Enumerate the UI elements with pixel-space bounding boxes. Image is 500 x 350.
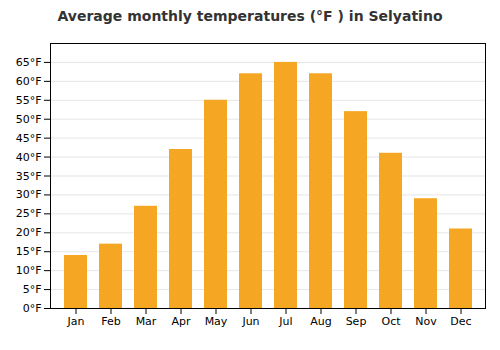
- svg-text:Nov: Nov: [415, 315, 437, 328]
- html-text:Average monthly temperatures (: Average monthly temperatures (°F ) in Se…: [57, 8, 443, 24]
- svg-text:45°F: 45°F: [16, 132, 42, 145]
- svg-text:0°F: 0°F: [23, 302, 42, 315]
- svg-text:10°F: 10°F: [16, 264, 42, 277]
- svg-text:Dec: Dec: [450, 315, 471, 328]
- svg-text:Jan: Jan: [67, 315, 85, 328]
- svg-text:Sep: Sep: [346, 315, 367, 328]
- svg-text:25°F: 25°F: [16, 207, 42, 220]
- svg-text:Jul: Jul: [278, 315, 292, 328]
- svg-text:Feb: Feb: [101, 315, 120, 328]
- svg-text:20°F: 20°F: [16, 226, 42, 239]
- svg-text:5°F: 5°F: [23, 283, 42, 296]
- svg-text:15°F: 15°F: [16, 245, 42, 258]
- svg-text:Jun: Jun: [241, 315, 259, 328]
- svg-text:30°F: 30°F: [16, 188, 42, 201]
- svg-text:55°F: 55°F: [16, 94, 42, 107]
- svg-text:35°F: 35°F: [16, 170, 42, 183]
- svg-text:65°F: 65°F: [16, 56, 42, 69]
- svg-text:40°F: 40°F: [16, 151, 42, 164]
- svg-text:50°F: 50°F: [16, 113, 42, 126]
- svg-text:Apr: Apr: [171, 315, 191, 328]
- svg-text:Aug: Aug: [310, 315, 331, 328]
- svg-text:60°F: 60°F: [16, 75, 42, 88]
- svg-text:Mar: Mar: [136, 315, 157, 328]
- svg-text:Oct: Oct: [381, 315, 401, 328]
- svg-text:May: May: [205, 315, 228, 328]
